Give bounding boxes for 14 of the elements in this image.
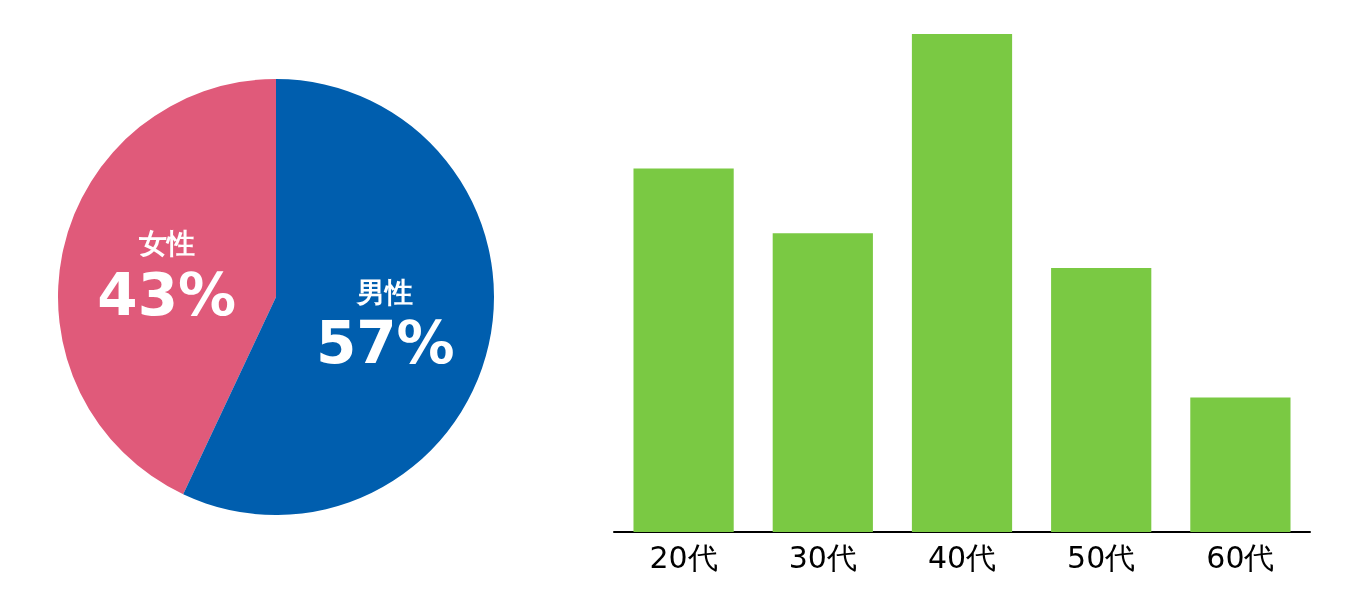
x-tick-label: 40代 [927,539,997,575]
x-tick-label: 30代 [788,539,857,575]
bar [911,34,1013,532]
bar [772,233,873,532]
x-tick-label: 20代 [649,539,718,575]
slice-label: 女性 [137,227,195,261]
bar [1190,397,1291,532]
slice-label: 男性 [356,275,414,309]
data-label: 57% [315,309,455,378]
x-tick-label: 50代 [1067,539,1136,575]
bar [633,168,734,532]
x-tick-label: 60代 [1206,539,1275,575]
bar [1051,268,1152,532]
data-label: 43% [97,260,237,329]
